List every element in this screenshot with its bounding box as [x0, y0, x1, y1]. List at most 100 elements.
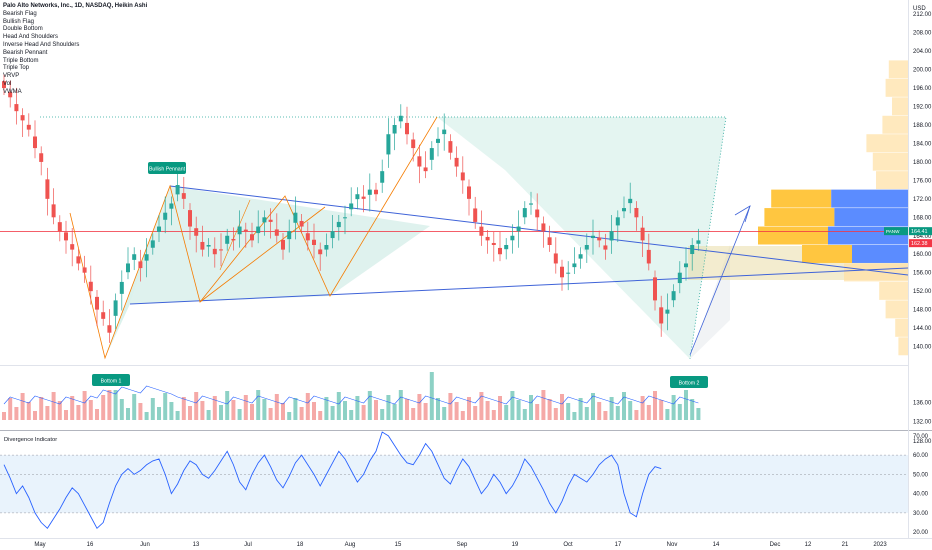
price-tick: 184.00: [913, 141, 932, 147]
indicator-item[interactable]: Head And Shoulders: [3, 34, 59, 41]
candle-body: [237, 226, 242, 235]
indicator-item[interactable]: Triple Top: [3, 65, 30, 72]
vrvp-bar: [802, 245, 852, 263]
price-tick: 196.00: [913, 86, 932, 92]
volume-bar: [541, 390, 546, 420]
candle-body: [690, 245, 695, 255]
candle-body: [498, 247, 502, 255]
bottom1-label-bg: [92, 374, 130, 386]
candle-body: [175, 185, 180, 195]
volume-bar: [659, 400, 664, 420]
indicator-item[interactable]: Inverse Head And Shoulders: [3, 41, 80, 48]
volume-bar: [522, 409, 527, 420]
candle-body: [584, 245, 589, 250]
candle-body: [684, 263, 688, 268]
vrvp-bar: [834, 208, 908, 227]
volume-bar: [392, 404, 397, 420]
candle-body: [70, 244, 75, 250]
volume-bar: [20, 393, 25, 420]
indicator-item[interactable]: Double Bottom: [3, 26, 43, 33]
volume-bar: [45, 406, 50, 420]
price-tick: 160.00: [913, 252, 932, 258]
bottom1-label: Bottom 1: [92, 374, 130, 386]
indicator-list: Bearish Flag Bullish Flag Double Bottom Hea…: [3, 11, 147, 97]
double-bottom-area: [40, 117, 726, 359]
indicator-item[interactable]: VWMA: [3, 88, 22, 95]
candle-body: [293, 212, 298, 223]
osc-tick: 40.00: [913, 492, 929, 498]
candle-body: [243, 229, 248, 232]
volume-bar: [349, 410, 354, 420]
volume-bar: [33, 411, 37, 420]
candle-body: [473, 208, 478, 222]
candle-body: [163, 212, 168, 220]
candle-body: [76, 256, 81, 264]
volume-bar: [336, 392, 341, 420]
volume-bar: [262, 399, 267, 420]
pennant-label-text: Bullish Pennant: [149, 167, 186, 173]
time-tick: 19: [512, 542, 519, 548]
indicator-item[interactable]: Triple Bottom: [3, 57, 39, 64]
volume-bar: [39, 397, 44, 420]
volume-bar: [318, 411, 323, 420]
volume-bar: [646, 405, 651, 420]
candle-body: [597, 237, 602, 241]
trend-line-lower: [129, 267, 909, 305]
candle-body: [26, 124, 31, 130]
vrvp-bar: [844, 263, 908, 282]
time-tick: 16: [87, 542, 94, 548]
vrvp-bar: [885, 78, 908, 97]
volume-bar: [212, 396, 217, 420]
candle-body: [330, 231, 335, 239]
candle-body: [417, 156, 422, 167]
prev-price-badge: [909, 239, 932, 248]
candle-body: [225, 235, 230, 244]
bottom2-label: Bottom 2: [670, 376, 708, 388]
candle-body: [20, 115, 25, 121]
prev-price-text: 162.38: [911, 241, 928, 247]
volume-bar: [324, 397, 329, 420]
volume-bar: [547, 399, 552, 420]
vrvp-bar: [831, 189, 908, 208]
indicator-item[interactable]: Bullish Flag: [3, 18, 35, 25]
indicator-item[interactable]: Vol: [3, 80, 12, 87]
vrvp-bar: [888, 60, 908, 79]
candle-body: [529, 203, 533, 205]
pattern-outline: [40, 116, 727, 360]
volume-bar: [274, 394, 279, 420]
currency-label: USD: [913, 6, 926, 12]
candle-body: [386, 134, 391, 155]
volume-bar: [535, 404, 540, 420]
volume-bar: [640, 396, 645, 420]
volume-bar: [194, 392, 199, 420]
volume-bar: [175, 411, 180, 420]
symbol-title[interactable]: Palo Alto Networks, Inc., 1D, NASDAQ, He…: [3, 3, 148, 9]
pennant-label: Bullish Pennant: [148, 162, 186, 174]
volume-bar: [355, 396, 360, 420]
candle-body: [677, 272, 682, 284]
price-tick: 180.00: [913, 160, 932, 166]
volume-bar: [448, 393, 453, 420]
time-tick: May: [34, 542, 45, 548]
indicator-item[interactable]: Bearish Flag: [3, 10, 37, 17]
candle-body: [119, 281, 124, 294]
candle-body: [411, 139, 416, 149]
candle-body: [132, 254, 137, 260]
indicator-item[interactable]: Bearish Pennant: [3, 49, 48, 56]
indicator-item[interactable]: VRVP: [3, 73, 20, 80]
time-tick: Oct: [563, 542, 573, 548]
candle-body: [33, 136, 37, 149]
vrvp-bar: [872, 152, 908, 171]
candle-body: [609, 231, 614, 241]
price-tick: 212.00: [913, 12, 932, 18]
volume-bar: [219, 405, 223, 420]
pennant-label-bg: [148, 162, 186, 174]
volume-bar: [380, 409, 385, 420]
candle-body: [113, 300, 118, 316]
chart-legend: Palo Alto Networks, Inc., 1D, NASDAQ, He…: [3, 3, 147, 97]
volume-bar: [119, 399, 124, 420]
volume-bar: [467, 397, 471, 420]
volume-bar: [367, 391, 372, 420]
volume-bar: [665, 409, 670, 420]
